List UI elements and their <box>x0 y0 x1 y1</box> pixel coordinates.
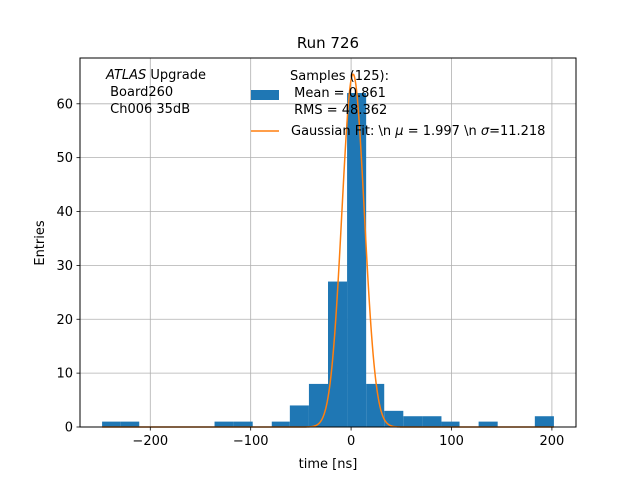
histogram-bar <box>214 421 234 427</box>
x-tick-label: 100 <box>439 434 464 449</box>
x-axis-title: time [ns] <box>299 457 358 472</box>
histogram-bar <box>403 416 423 427</box>
legend-fit-sigma-symbol: σ <box>481 124 490 139</box>
annotation-line-1: ATLAS Upgrade <box>105 68 206 83</box>
legend-histogram-line-2: Mean = 0.861 <box>290 86 386 101</box>
legend-histogram-line-3: RMS = 48.362 <box>290 103 387 118</box>
x-tick-label: −100 <box>233 434 269 449</box>
histogram-bar <box>366 383 385 427</box>
legend-fit-part-2: = 1.997 \n <box>404 124 481 139</box>
annotation-line-2: Board260 <box>106 85 173 100</box>
histogram-bar <box>441 421 460 427</box>
histogram-bar <box>102 421 121 427</box>
histogram-bar <box>328 281 348 427</box>
x-axis-ticks: −200 −100 0 100 200 <box>132 427 564 449</box>
legend: Samples (125): Mean = 0.861 RMS = 48.362… <box>251 69 545 139</box>
y-tick-label: 0 <box>65 421 73 436</box>
legend-histogram-swatch <box>251 90 279 100</box>
y-tick-label: 30 <box>56 259 73 274</box>
histogram-bar <box>120 421 140 427</box>
annotation-italic-text: ATLAS <box>105 68 146 83</box>
histogram-bar <box>384 410 404 427</box>
y-tick-label: 60 <box>56 97 73 112</box>
y-tick-label: 20 <box>56 313 73 328</box>
atlas-annotation: ATLAS Upgrade Board260 Ch006 35dB <box>105 68 206 117</box>
legend-histogram-line-1: Samples (125): <box>290 69 389 84</box>
legend-fit-mu-symbol: μ <box>394 124 403 139</box>
histogram-bar <box>271 421 290 427</box>
y-tick-label: 50 <box>56 151 73 166</box>
x-tick-label: 0 <box>347 434 355 449</box>
histogram-bar <box>289 405 309 427</box>
annotation-line-3: Ch006 35dB <box>106 102 190 117</box>
histogram-bar <box>534 416 554 427</box>
x-tick-label: −200 <box>132 434 168 449</box>
histogram-bars <box>102 93 554 428</box>
x-tick-label: 200 <box>539 434 564 449</box>
y-tick-label: 10 <box>56 367 73 382</box>
chart-title: Run 726 <box>297 34 359 52</box>
legend-fit-part-1: Gaussian Fit: \n <box>291 124 395 139</box>
y-axis-title: Entries <box>33 220 48 266</box>
legend-fit-label: Gaussian Fit: \n μ = 1.997 \n σ=11.218 <box>291 124 545 139</box>
histogram-bar <box>233 421 253 427</box>
histogram-bar <box>308 383 328 427</box>
y-axis-ticks: 0 10 20 30 40 50 60 <box>56 97 80 436</box>
legend-fit-part-3: =11.218 <box>489 124 545 139</box>
annotation-upgrade-text: Upgrade <box>146 68 206 83</box>
plot-frame <box>79 57 577 428</box>
y-tick-label: 40 <box>56 205 73 220</box>
histogram-bar <box>347 93 367 428</box>
histogram-bar <box>422 416 442 427</box>
histogram-bar <box>478 421 498 427</box>
